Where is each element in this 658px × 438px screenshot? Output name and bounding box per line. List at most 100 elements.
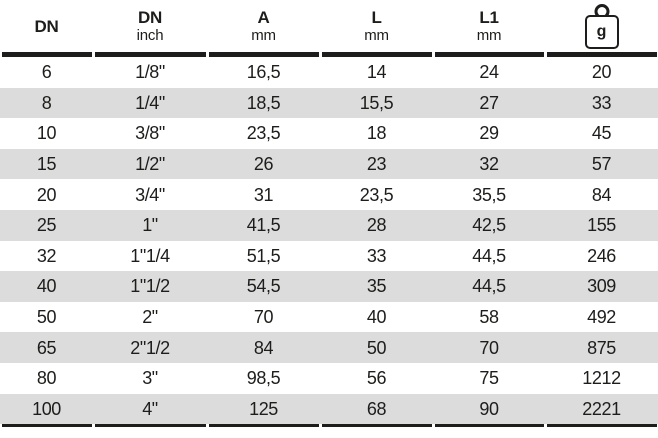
table-row: 25 1" 41,5 28 42,5 155	[0, 209, 658, 241]
table-cell: 20	[591, 62, 612, 83]
column-label: A	[257, 8, 270, 27]
table-cell: 10	[36, 123, 57, 144]
table-row: 40 1"1/2 54,5 35 44,5 309	[0, 271, 658, 302]
table-cell: 84	[591, 184, 612, 205]
table-cell: 33	[366, 245, 387, 266]
table-row: 100 4" 125 68 90 2221	[0, 393, 658, 425]
column-label: DN	[138, 8, 162, 27]
table-cell: 98,5	[246, 368, 281, 389]
divider-segment	[546, 52, 657, 57]
table-cell: 50	[36, 307, 57, 328]
divider-segment	[321, 52, 432, 57]
table-body: 6 1/8" 16,5 14 24 20 8 1/4" 18,5 15,5 27 33 10 3/8" 23…	[0, 57, 658, 425]
table-cell: 23,5	[359, 184, 394, 205]
table-row: 15 1/2" 26 23 32 57	[0, 148, 658, 180]
table-cell: 25	[36, 215, 57, 236]
table-cell: 40	[36, 276, 57, 297]
table-cell: 56	[366, 368, 387, 389]
table-cell: 23	[366, 154, 387, 175]
table-cell: 27	[479, 92, 499, 113]
table-cell: 41,5	[246, 215, 281, 236]
border-segment	[321, 424, 432, 427]
table-cell: 44,5	[472, 245, 506, 266]
table-cell: 90	[479, 398, 499, 419]
table-cell: 100	[32, 398, 61, 419]
table-cell: 29	[479, 123, 499, 144]
table-cell: 15,5	[359, 92, 394, 113]
table-cell: 2"1/2	[130, 337, 170, 358]
weight-icon-body: g	[584, 14, 619, 49]
table-cell: 58	[479, 307, 499, 328]
table-cell: 35	[366, 276, 387, 297]
column-header: A mm	[207, 0, 320, 52]
table-cell: 4"	[142, 398, 158, 419]
table-cell: 8	[41, 92, 52, 113]
table-cell: 50	[366, 337, 387, 358]
table-cell: 45	[591, 123, 612, 144]
border-segment	[546, 424, 657, 427]
table-cell: 15	[36, 154, 57, 175]
divider-segment	[1, 52, 92, 57]
table-row: 10 3/8" 23,5 18 29 45	[0, 118, 658, 149]
table-cell: 16,5	[246, 62, 281, 83]
table-cell: 32	[36, 245, 57, 266]
table-row: 6 1/8" 16,5 14 24 20	[0, 57, 658, 88]
table-cell: 14	[366, 62, 387, 83]
table-row: 32 1"1/4 51,5 33 44,5 246	[0, 241, 658, 272]
table-cell: 28	[366, 215, 387, 236]
weight-icon: g	[584, 3, 620, 49]
table-cell: 1"	[142, 215, 158, 236]
border-segment	[208, 424, 319, 427]
column-header: L1 mm	[433, 0, 545, 52]
divider-segment	[94, 52, 206, 57]
table-cell: 31	[253, 184, 274, 205]
table-cell: 42,5	[472, 215, 506, 236]
table-cell: 1"1/4	[130, 245, 170, 266]
table-cell: 125	[249, 398, 278, 419]
table-cell: 40	[366, 307, 387, 328]
table-cell: 70	[479, 337, 499, 358]
table-cell: 75	[479, 368, 499, 389]
column-header: L mm	[320, 0, 433, 52]
table-cell: 51,5	[246, 245, 281, 266]
table-bottom-border	[0, 424, 658, 427]
table-cell: 875	[587, 337, 616, 358]
table-row: 80 3" 98,5 56 75 1212	[0, 363, 658, 394]
border-segment	[1, 424, 92, 427]
column-unit: mm	[251, 27, 276, 44]
table-cell: 2221	[582, 398, 621, 419]
table-header: DN DN inch A mm L mm L1 mm g	[0, 0, 658, 52]
table-cell: 23,5	[246, 123, 281, 144]
table-row: 65 2"1/2 84 50 70 875	[0, 332, 658, 363]
table-cell: 1/8"	[135, 62, 165, 83]
column-header: DN inch	[93, 0, 207, 52]
column-header: DN	[0, 0, 93, 52]
table-cell: 84	[253, 337, 274, 358]
dimensions-table: DN DN inch A mm L mm L1 mm g 6 1/8" 16,5 14…	[0, 0, 658, 427]
table-cell: 18,5	[246, 92, 281, 113]
table-cell: 2"	[142, 307, 158, 328]
column-label: DN	[34, 16, 59, 36]
table-cell: 68	[366, 398, 387, 419]
table-cell: 35,5	[472, 184, 506, 205]
header-divider	[0, 52, 658, 57]
table-cell: 1/4"	[135, 92, 165, 113]
table-cell: 1"1/2	[130, 276, 170, 297]
table-cell: 44,5	[472, 276, 506, 297]
table-cell: 80	[36, 368, 57, 389]
column-unit: mm	[476, 27, 502, 44]
table-cell: 26	[253, 154, 274, 175]
table-cell: 246	[587, 245, 616, 266]
table-cell: 24	[479, 62, 499, 83]
border-segment	[434, 424, 544, 427]
table-cell: 3/8"	[135, 123, 165, 144]
table-cell: 54,5	[246, 276, 281, 297]
table-row: 8 1/4" 18,5 15,5 27 33	[0, 87, 658, 119]
table-cell: 65	[36, 337, 57, 358]
table-cell: 32	[479, 154, 499, 175]
table-cell: 33	[591, 92, 612, 113]
column-unit: mm	[364, 27, 389, 44]
weight-unit-label: g	[596, 22, 607, 40]
table-cell: 3/4"	[135, 184, 165, 205]
table-row: 50 2" 70 40 58 492	[0, 302, 658, 333]
